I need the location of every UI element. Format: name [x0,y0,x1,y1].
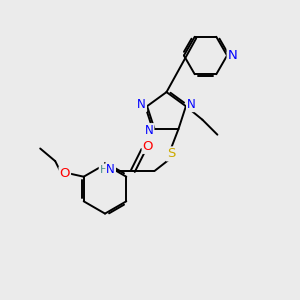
Text: N: N [106,163,115,176]
Text: N: N [137,98,146,111]
Text: N: N [228,49,237,62]
Text: N: N [145,124,154,137]
Text: H: H [100,164,108,175]
Text: O: O [142,140,153,153]
Text: O: O [59,167,70,180]
Text: S: S [167,147,175,161]
Text: N: N [187,98,196,111]
